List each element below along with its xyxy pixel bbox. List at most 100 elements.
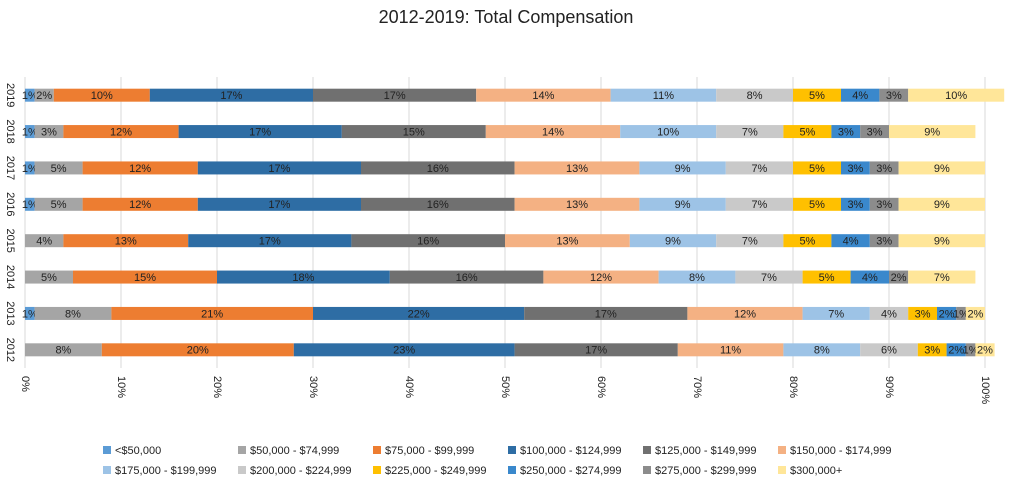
legend-swatch [103, 446, 111, 454]
data-label: 12% [590, 272, 612, 284]
data-label: 1% [22, 308, 38, 320]
x-tick-label: 100% [979, 376, 991, 404]
data-label: 1% [22, 90, 38, 102]
data-label: 4% [843, 236, 859, 248]
bar-segment [341, 125, 486, 139]
bar-segment [658, 270, 736, 284]
bar-segment [716, 88, 793, 102]
bar-segment [188, 234, 352, 248]
y-tick-label: 2014 [4, 265, 16, 289]
data-label: 1% [22, 199, 38, 211]
legend-label: <$50,000 [115, 445, 161, 457]
bar-segment [197, 197, 361, 211]
bar-segment [34, 88, 54, 102]
data-label: 12% [129, 163, 151, 175]
legend-swatch [508, 446, 516, 454]
bar-segment [514, 343, 678, 357]
bar-segment [793, 88, 841, 102]
data-label: 13% [556, 236, 578, 248]
data-label: 17% [249, 126, 271, 138]
legend-swatch [778, 466, 786, 474]
bar-segment [898, 234, 985, 248]
bar-segment [793, 197, 841, 211]
data-label: 7% [828, 308, 844, 320]
data-label: 9% [934, 199, 950, 211]
bar-segment [361, 161, 515, 175]
bar-segment [313, 88, 477, 102]
data-label: 5% [809, 90, 825, 102]
bar-segment [25, 234, 64, 248]
data-label: 13% [115, 236, 137, 248]
bar-segment [841, 161, 870, 175]
bar-segment [716, 234, 784, 248]
legend-label: $100,000 - $124,999 [520, 445, 622, 457]
data-label: 3% [876, 199, 892, 211]
data-label: 11% [720, 345, 741, 357]
bar-segment [831, 125, 861, 139]
data-label: 2% [939, 308, 955, 320]
data-label: 14% [542, 126, 564, 138]
data-label: 8% [689, 272, 705, 284]
bar-segment [716, 125, 784, 139]
data-label: 15% [403, 126, 425, 138]
data-label: 8% [65, 308, 81, 320]
x-tick-label: 40% [403, 376, 415, 398]
data-label: 3% [915, 308, 931, 320]
data-label: 2% [36, 90, 52, 102]
bar-segment [639, 161, 726, 175]
data-label: 9% [934, 163, 950, 175]
data-label: 4% [852, 90, 868, 102]
bar-segment [860, 343, 918, 357]
x-tick-label: 70% [691, 376, 703, 398]
data-label: 3% [876, 163, 892, 175]
data-label: 12% [129, 199, 151, 211]
bar-segment [965, 343, 976, 357]
data-label: 2% [891, 272, 907, 284]
data-label: 3% [924, 345, 940, 357]
x-tick-label: 30% [307, 376, 319, 398]
legend-swatch [373, 466, 381, 474]
y-tick-label: 2016 [4, 192, 16, 216]
y-tick-label: 2018 [4, 119, 16, 143]
legend-label: $75,000 - $99,999 [385, 445, 474, 457]
data-label: 8% [814, 345, 830, 357]
data-label: 12% [110, 126, 132, 138]
bar-segment [725, 197, 793, 211]
legend-label: $275,000 - $299,999 [655, 465, 757, 477]
bar-segment [850, 270, 889, 284]
bar-segment [476, 88, 611, 102]
bar-segment [802, 270, 851, 284]
data-label: 17% [595, 308, 617, 320]
bar-segment [620, 125, 717, 139]
data-label: 16% [456, 272, 478, 284]
legend-label: $125,000 - $149,999 [655, 445, 757, 457]
data-label: 23% [393, 345, 415, 357]
data-label: 2% [967, 308, 983, 320]
data-label: 17% [384, 90, 406, 102]
x-tick-label: 0% [19, 376, 31, 392]
legend-swatch [103, 466, 111, 474]
data-label: 13% [566, 163, 588, 175]
bar-segment [802, 306, 870, 320]
bar-segment [514, 161, 640, 175]
data-label: 5% [809, 163, 825, 175]
y-tick-label: 2017 [4, 156, 16, 180]
bar-segment [639, 197, 726, 211]
bar-segment [841, 88, 880, 102]
chart-title: 2012-2019: Total Compensation [379, 7, 634, 27]
data-label: 3% [847, 199, 863, 211]
legend-label: $50,000 - $74,999 [250, 445, 339, 457]
data-label: 16% [417, 236, 439, 248]
legend-swatch [238, 446, 246, 454]
data-label: 10% [945, 90, 967, 102]
bar-segment [898, 197, 985, 211]
data-label: 1% [963, 345, 979, 357]
data-label: 3% [838, 126, 854, 138]
bar-segment [34, 306, 112, 320]
bar-segment [937, 306, 957, 320]
bar-segment [831, 234, 870, 248]
data-label: 7% [742, 126, 758, 138]
data-label: 20% [187, 345, 209, 357]
legend-label: $175,000 - $199,999 [115, 465, 217, 477]
